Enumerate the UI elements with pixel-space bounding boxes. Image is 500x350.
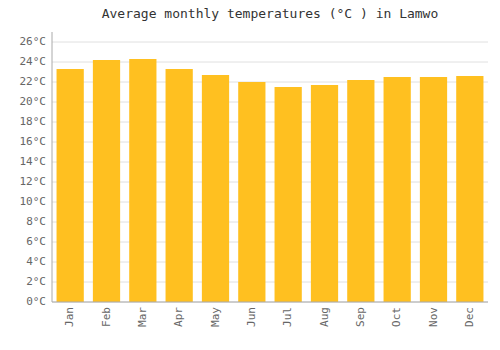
bar	[166, 69, 193, 302]
y-tick-label: 8°C	[26, 215, 46, 228]
y-axis-line	[52, 32, 53, 302]
x-tick-label: Nov	[427, 307, 440, 327]
bar	[238, 82, 265, 302]
y-tick-label: 20°C	[20, 95, 47, 108]
x-tick-label: Feb	[100, 307, 113, 327]
y-tick-label: 14°C	[20, 155, 47, 168]
x-tick-label: Jun	[245, 307, 258, 327]
y-tick-label: 22°C	[20, 75, 47, 88]
x-tick-label: Aug	[318, 307, 331, 327]
grid-line	[52, 42, 488, 43]
y-tick-label: 16°C	[20, 135, 47, 148]
grid-line	[52, 302, 488, 303]
bar	[384, 77, 411, 302]
y-tick-label: 4°C	[26, 255, 46, 268]
bar	[420, 77, 447, 302]
bar	[93, 60, 120, 302]
bar	[129, 59, 156, 302]
x-tick-label: Mar	[136, 307, 149, 327]
y-tick-label: 18°C	[20, 115, 47, 128]
y-tick-label: 24°C	[20, 55, 47, 68]
title: Average monthly temperatures (°C ) in La…	[102, 6, 439, 21]
x-tick-label: Jul	[281, 307, 294, 327]
y-tick-label: 10°C	[20, 195, 47, 208]
bar	[311, 85, 338, 302]
y-tick-label: 12°C	[20, 175, 47, 188]
x-tick-label: Sep	[354, 307, 367, 327]
y-tick-label: 2°C	[26, 275, 46, 288]
chart-container: 0°C 2°C 4°C 6°C 8°C 10°C 12°C 14°C 16°C 18°C 20°C 2…	[0, 0, 500, 350]
grid	[52, 42, 488, 302]
chart: 0°C 2°C 4°C 6°C 8°C 10°C 12°C 14°C 16°C 18°C 20°C 2…	[0, 0, 500, 350]
bar	[347, 80, 374, 302]
x-tick-label: Oct	[390, 307, 403, 327]
x-tick-label: Jan	[63, 307, 76, 327]
x-axis-line	[52, 302, 488, 303]
bar	[275, 87, 302, 302]
y-tick-label: 26°C	[20, 35, 47, 48]
bar	[57, 69, 84, 302]
bar	[202, 75, 229, 302]
y-tick-label: 0°C	[26, 295, 46, 308]
y-tick-label: 6°C	[26, 235, 46, 248]
x-tick-label: Apr	[172, 307, 185, 327]
x-tick-label: Dec	[463, 307, 476, 327]
x-tick-label: May	[209, 307, 222, 327]
bar	[456, 76, 483, 302]
bars	[57, 59, 484, 302]
